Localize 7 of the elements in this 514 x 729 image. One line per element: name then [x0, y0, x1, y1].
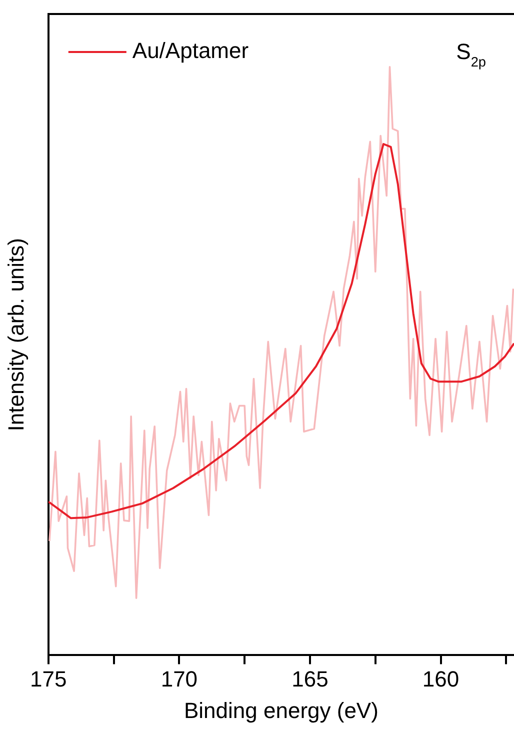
x-tick-label: 170	[160, 666, 198, 692]
x-tick-label: 160	[422, 666, 460, 692]
y-axis-title: Intensity (arb. units)	[3, 238, 28, 432]
x-tick-label: 175	[30, 666, 67, 692]
legend-label: Au/Aptamer	[132, 38, 249, 64]
x-tick-label: 165	[292, 666, 328, 692]
x-axis-title: Binding energy (eV)	[184, 698, 378, 723]
